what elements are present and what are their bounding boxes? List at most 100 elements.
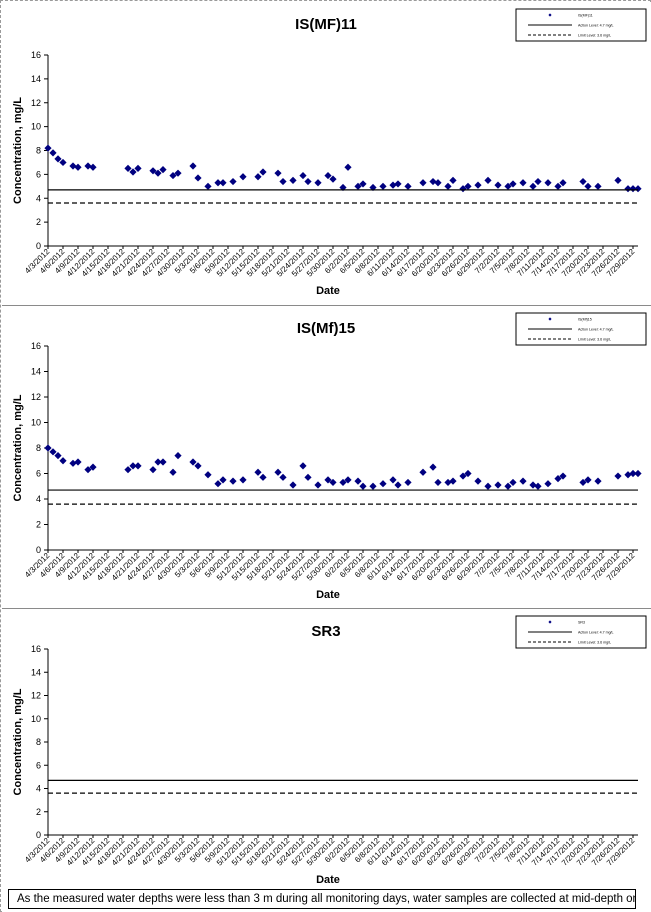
- data-point: [434, 478, 442, 487]
- data-point: [204, 182, 212, 190]
- data-point: [44, 444, 52, 452]
- data-point: [484, 176, 492, 184]
- data-point: [129, 168, 137, 176]
- data-point: [614, 472, 622, 480]
- data-point: [464, 182, 472, 190]
- data-point: [624, 185, 632, 193]
- chart-title: IS(Mf)15: [297, 320, 355, 337]
- legend-entry-label: IS(Mf)15: [578, 317, 592, 321]
- data-point: [279, 177, 287, 186]
- legend-marker-swatch: [548, 13, 552, 17]
- data-point: [544, 480, 552, 488]
- data-point: [584, 182, 592, 190]
- legend-entry-label: Limit Level: 3.6 mg/L: [578, 33, 611, 37]
- data-point: [369, 482, 377, 490]
- y-tick-label: 16: [31, 644, 41, 654]
- data-point: [289, 176, 297, 184]
- data-point: [629, 185, 637, 193]
- data-point: [379, 182, 387, 190]
- data-point: [359, 482, 367, 490]
- y-tick-label: 2: [36, 520, 41, 530]
- data-point: [504, 182, 512, 190]
- data-point: [149, 466, 157, 474]
- data-point: [554, 182, 562, 190]
- data-point: [299, 462, 307, 470]
- data-point: [214, 179, 222, 187]
- y-axis-title: Concentration, mg/L: [12, 97, 24, 204]
- legend-entry-label: SR3: [578, 620, 585, 624]
- data-point: [464, 469, 472, 478]
- data-point: [74, 163, 82, 171]
- data-point: [394, 180, 402, 188]
- chart-title: SR3: [311, 623, 340, 640]
- data-point: [174, 452, 182, 460]
- y-tick-label: 10: [31, 714, 41, 724]
- data-point: [304, 177, 312, 186]
- data-point: [434, 179, 442, 187]
- footnote: As the measured water depths were less t…: [8, 889, 636, 909]
- data-point: [329, 175, 337, 183]
- data-point: [354, 182, 362, 190]
- data-point: [419, 468, 427, 476]
- data-point: [89, 463, 97, 471]
- data-point: [169, 468, 177, 476]
- legend-marker-swatch: [548, 620, 552, 624]
- data-point: [159, 458, 167, 466]
- legend-entry-label: IS(MF)11: [578, 13, 593, 17]
- data-point: [504, 482, 512, 490]
- data-point: [444, 478, 452, 487]
- data-point: [544, 179, 552, 187]
- y-tick-label: 4: [36, 193, 41, 203]
- data-point: [159, 166, 167, 174]
- data-point: [219, 179, 227, 187]
- data-point: [134, 164, 142, 173]
- y-tick-label: 0: [36, 545, 41, 555]
- y-tick-label: 12: [31, 98, 41, 108]
- data-point: [194, 174, 202, 182]
- data-point: [49, 149, 57, 157]
- data-point: [629, 469, 637, 478]
- data-point: [239, 173, 247, 181]
- data-point: [189, 458, 197, 466]
- data-point: [534, 177, 542, 186]
- data-point: [54, 155, 62, 163]
- data-point: [419, 179, 427, 187]
- y-tick-label: 6: [36, 760, 41, 770]
- data-point: [274, 468, 282, 476]
- legend-marker-swatch: [548, 317, 552, 321]
- data-point: [474, 477, 482, 485]
- y-tick-label: 6: [36, 169, 41, 179]
- data-point: [189, 162, 197, 170]
- y-tick-label: 4: [36, 784, 41, 794]
- data-point: [634, 469, 642, 478]
- data-point: [49, 448, 57, 456]
- data-point: [624, 471, 632, 479]
- data-point: [354, 477, 362, 485]
- x-axis-title: Date: [316, 285, 340, 297]
- data-point: [484, 482, 492, 490]
- data-point: [149, 167, 157, 175]
- y-tick-label: 2: [36, 217, 41, 227]
- data-point: [274, 169, 282, 177]
- data-point: [379, 480, 387, 488]
- legend-entry-label: Limit Level: 3.6 mg/L: [578, 337, 611, 341]
- data-point: [254, 468, 262, 476]
- data-point: [194, 462, 202, 470]
- data-point: [314, 481, 322, 489]
- legend-entry-label: Action Level: 4.7 mg/L: [578, 327, 614, 331]
- data-point: [529, 481, 537, 489]
- data-point: [559, 179, 567, 187]
- data-point: [404, 478, 412, 487]
- y-tick-label: 6: [36, 469, 41, 479]
- chart-panel-sr3: SR3 0 2 4 6 8 10 12 14 16 4/3/2012 4/6/2012 4/9/2012…: [2, 609, 651, 912]
- data-point: [84, 162, 92, 170]
- data-point: [299, 171, 307, 180]
- legend-entry-label: Action Level: 4.7 mg/L: [578, 23, 614, 27]
- data-point: [429, 177, 437, 186]
- y-tick-label: 0: [36, 830, 41, 840]
- chart-panel-is-mf-11: IS(MF)11 0 2 4 6 8 10 12 14 16 4/3/2012 4/6/2012 4/9…: [2, 2, 651, 306]
- data-point: [84, 466, 92, 474]
- data-point: [474, 181, 482, 189]
- data-point: [154, 169, 162, 177]
